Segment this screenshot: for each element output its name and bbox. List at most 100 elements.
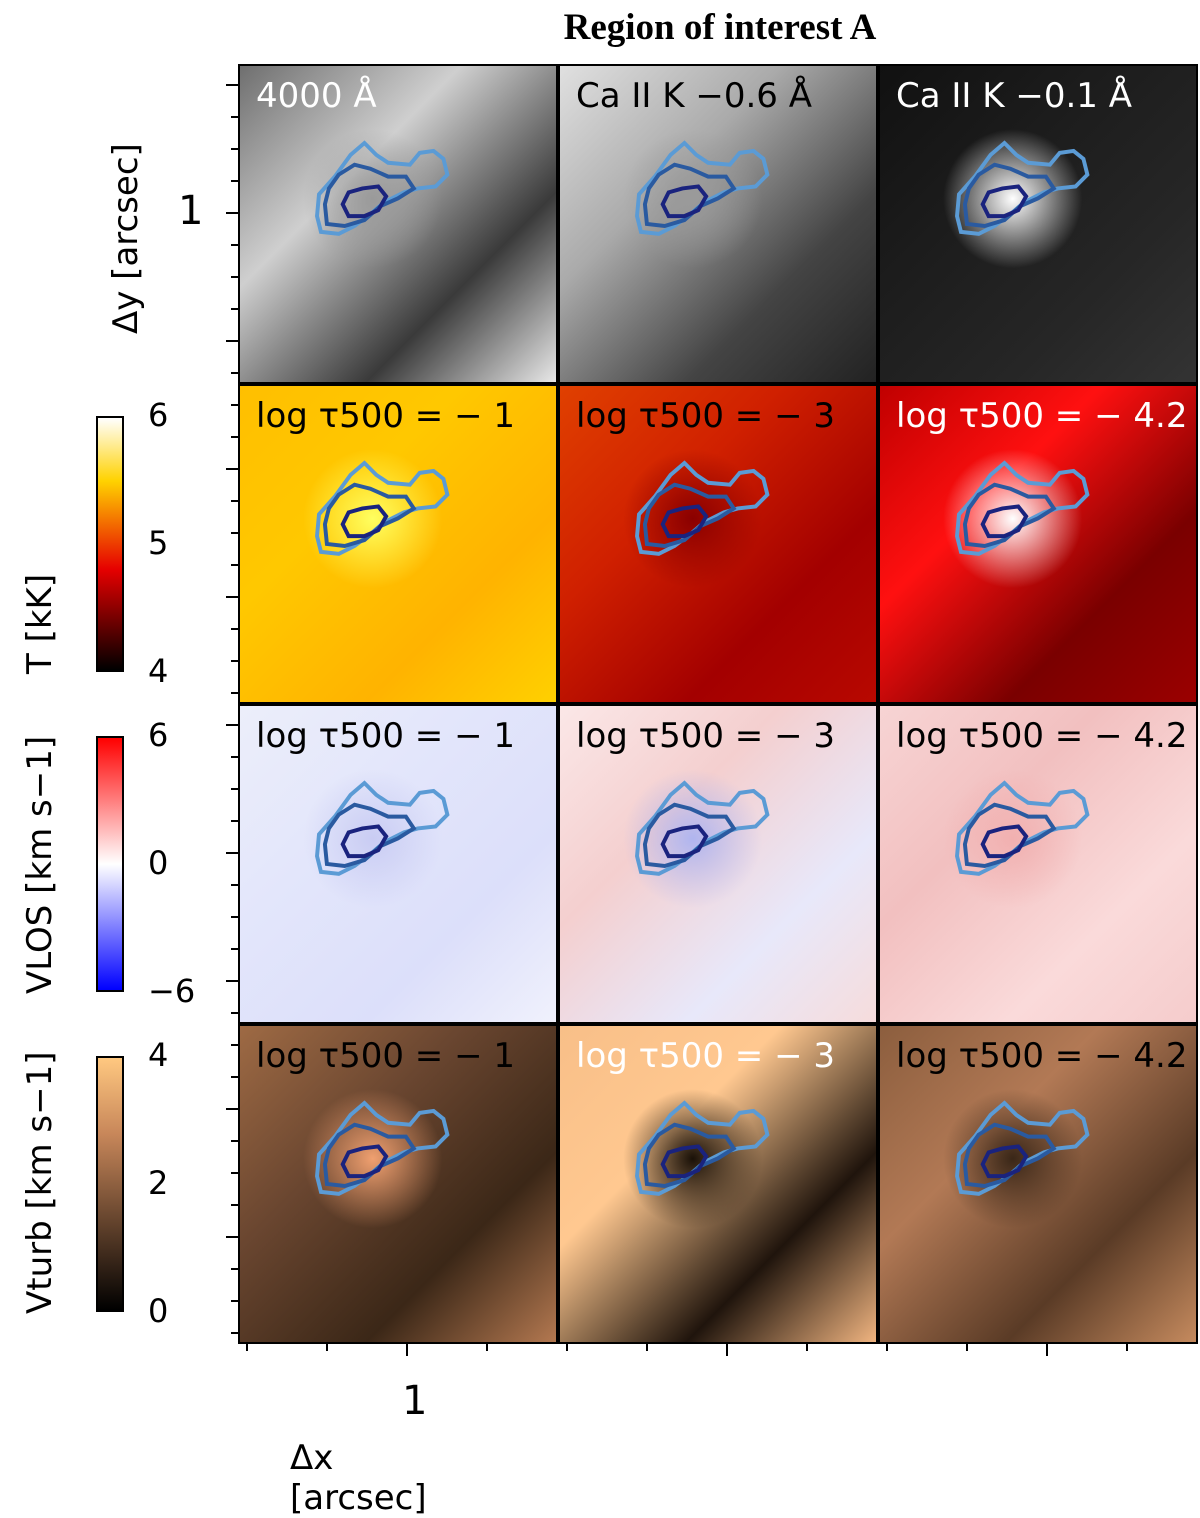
contour-outer — [315, 140, 450, 236]
x-axis-label: Δx [arcsec] — [290, 1438, 427, 1518]
contour-inner — [340, 184, 389, 219]
contour-inner — [980, 504, 1029, 539]
contour-outer — [315, 1100, 450, 1196]
contour-overlay — [315, 780, 450, 876]
panel-r2-c2: log τ500 = − 4.2 — [878, 704, 1198, 1024]
x-tick-label: 1 — [402, 1378, 428, 1424]
contour-inner — [980, 184, 1029, 219]
panel-label: log τ500 = − 4.2 — [896, 716, 1188, 756]
panel-r1-c2: log τ500 = − 4.2 — [878, 384, 1198, 704]
row-ylabel-2: VLOS [km s−1] — [20, 735, 60, 994]
y-axis-tick — [231, 916, 238, 918]
colorbar-tick-label: 0 — [148, 844, 169, 882]
heatmap-background — [560, 706, 876, 1022]
y-axis-tick — [231, 148, 238, 150]
colorbar-tick-label: 6 — [148, 716, 169, 754]
y-axis-tick — [231, 820, 238, 822]
contour-middle — [962, 1122, 1057, 1188]
contour-inner — [660, 1144, 709, 1179]
contour-inner — [340, 824, 389, 859]
contour-middle — [642, 1122, 737, 1188]
panel-label: log τ500 = − 3 — [576, 716, 836, 756]
contour-overlay — [635, 780, 770, 876]
panel-label: Ca II K −0.6 Å — [576, 76, 812, 116]
contour-overlay — [955, 780, 1090, 876]
heatmap-background — [880, 706, 1196, 1022]
x-axis-tick — [326, 1344, 328, 1351]
contour-outer — [955, 1100, 1090, 1196]
panel-label: log τ500 = − 3 — [576, 396, 836, 436]
y-axis-tick — [231, 1172, 238, 1174]
y-axis-tick — [231, 948, 238, 950]
y-axis-tick — [231, 756, 238, 758]
contour-overlay — [635, 460, 770, 556]
y-axis-tick — [231, 116, 238, 118]
contour-overlay — [955, 140, 1090, 236]
y-axis-tick — [231, 1268, 238, 1270]
colorbar-tick-label: 6 — [148, 396, 169, 434]
y-axis-tick — [231, 788, 238, 790]
panel-label: log τ500 = − 4.2 — [896, 396, 1188, 436]
y-axis-tick — [231, 180, 238, 182]
row-ylabel-3: Vturb [km s−1] — [20, 1051, 60, 1315]
contour-inner — [980, 824, 1029, 859]
y-axis-tick — [226, 212, 238, 214]
panel-label: log τ500 = − 1 — [256, 1036, 516, 1076]
y-axis-tick — [226, 468, 238, 470]
contour-outer — [315, 460, 450, 556]
panel-r0-c2: Ca II K −0.1 Å — [878, 64, 1198, 384]
heatmap-background — [240, 1026, 556, 1342]
contour-inner — [660, 824, 709, 859]
panel-r3-c2: log τ500 = − 4.2 — [878, 1024, 1198, 1344]
panel-r0-c1: Ca II K −0.6 Å — [558, 64, 878, 384]
y-axis-tick — [226, 724, 238, 726]
contour-middle — [322, 1122, 417, 1188]
y-axis-tick — [231, 660, 238, 662]
x-axis-tick — [726, 1344, 728, 1356]
y-axis-tick — [226, 340, 238, 342]
x-axis-tick — [246, 1344, 248, 1351]
y-axis-tick — [231, 1012, 238, 1014]
contour-overlay — [315, 140, 450, 236]
colorbar-tick-label: 5 — [148, 524, 169, 562]
y-axis-tick — [231, 436, 238, 438]
x-axis-tick — [406, 1344, 408, 1356]
x-axis-tick — [886, 1344, 888, 1351]
contour-middle — [962, 802, 1057, 868]
colorbar-tick-label: 4 — [148, 652, 169, 690]
x-axis-tick — [566, 1344, 568, 1351]
panel-label: 4000 Å — [256, 76, 377, 116]
panel-r3-c0: log τ500 = − 1 — [238, 1024, 558, 1344]
y-axis-tick — [231, 628, 238, 630]
contour-middle — [962, 162, 1057, 228]
y-axis-tick — [231, 244, 238, 246]
y-axis-tick — [226, 852, 238, 854]
contour-inner — [660, 504, 709, 539]
panel-r1-c0: log τ500 = − 1 — [238, 384, 558, 704]
y-axis-tick — [231, 532, 238, 534]
heatmap-background — [880, 386, 1196, 702]
contour-outer — [635, 780, 770, 876]
contour-overlay — [955, 460, 1090, 556]
contour-overlay — [635, 1100, 770, 1196]
y-axis-tick — [231, 1332, 238, 1334]
x-axis-tick — [486, 1344, 488, 1351]
row-ylabel-0: Δy [arcsec] — [106, 143, 146, 334]
colorbar-tick-label: 4 — [148, 1036, 169, 1074]
y-axis-tick — [231, 404, 238, 406]
y-axis-tick — [231, 1044, 238, 1046]
contour-inner — [980, 1144, 1029, 1179]
y-axis-tick — [226, 980, 238, 982]
panel-label: log τ500 = − 1 — [256, 716, 516, 756]
contour-outer — [955, 780, 1090, 876]
contour-outer — [635, 140, 770, 236]
contour-middle — [642, 802, 737, 868]
x-axis-tick — [1046, 1344, 1048, 1356]
colorbar-tick-label: −6 — [148, 972, 196, 1010]
contour-middle — [642, 162, 737, 228]
y-axis-tick — [231, 500, 238, 502]
y-axis-tick — [226, 596, 238, 598]
contour-inner — [340, 1144, 389, 1179]
panel-r2-c0: log τ500 = − 1 — [238, 704, 558, 1024]
contour-overlay — [315, 460, 450, 556]
